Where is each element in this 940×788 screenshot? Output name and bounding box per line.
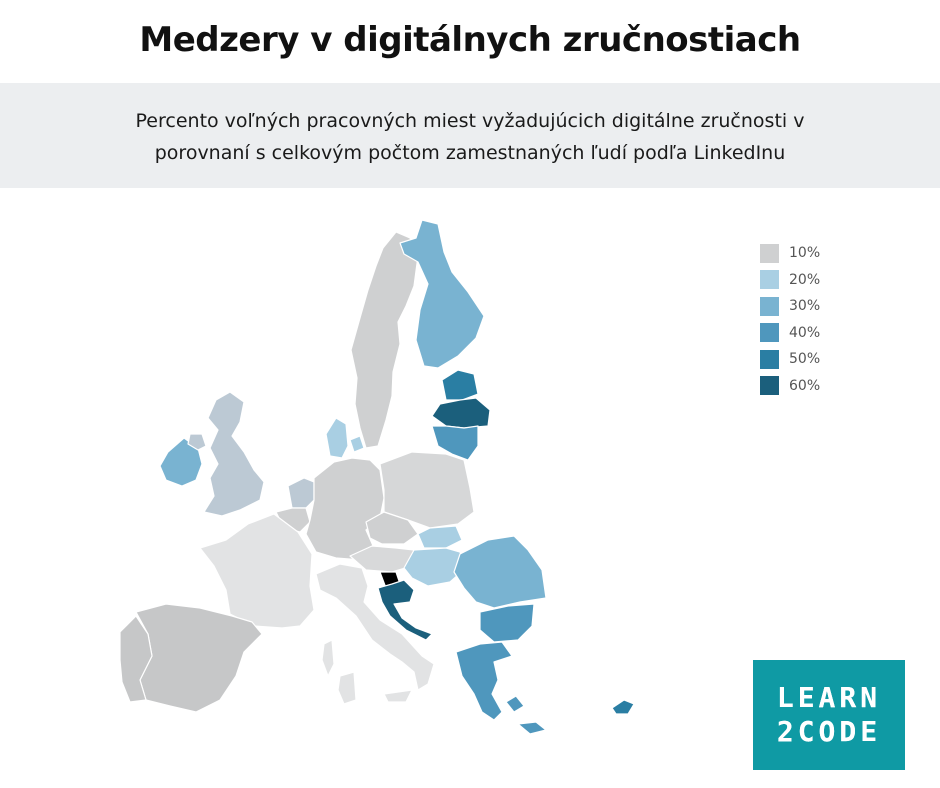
legend-item: 10% [760,240,880,267]
logo-line-2: 2CODE [776,715,882,748]
subtitle-line-2: porovnaní s celkovým počtom zamestnaných… [154,142,786,164]
legend-swatch [760,349,779,369]
legend-label: 60% [789,377,821,394]
region-czechia [365,511,419,545]
legend-swatch [760,323,779,343]
region-estonia [441,369,479,401]
region-bulgaria [479,603,535,643]
region-denmark [325,417,365,459]
region-slovakia [417,525,463,549]
region-corsica [321,639,335,677]
region-croatia [377,579,433,641]
legend-label: 10% [789,245,821,262]
legend-swatch [760,270,779,290]
legend-swatch [760,376,779,396]
legend-label: 20% [789,271,821,288]
subtitle-line-1: Percento voľných pracovných miest vyžadu… [135,110,805,132]
region-sweden [350,231,419,449]
logo-wordmark: LEARN 2CODE [777,681,881,749]
legend-swatch [760,243,779,263]
legend-item: 30% [760,293,880,320]
region-northern-ireland [187,433,207,451]
region-finland [399,219,485,369]
europe-map [119,219,635,735]
region-poland [379,451,475,529]
legend-label: 30% [789,298,821,315]
legend-item: 50% [760,346,880,373]
region-portugal [119,615,153,703]
region-lithuania [431,425,479,461]
legend-label: 50% [789,351,821,368]
region-hungary [403,547,467,587]
subtitle: Percento voľných pracovných miest vyžadu… [60,105,880,169]
map-legend: 10% 20% 30% 40% 50% 60% [760,240,880,399]
region-netherlands [287,477,315,509]
region-spain [135,603,263,713]
legend-swatch [760,296,779,316]
region-latvia [431,397,491,429]
legend-item: 40% [760,320,880,347]
learn2code-logo: LEARN 2CODE [753,660,905,770]
subtitle-band: Percento voľných pracovných miest vyžadu… [0,83,940,188]
legend-item: 60% [760,373,880,400]
region-romania [453,535,547,609]
region-italy [315,563,435,705]
logo-line-1: LEARN [776,681,882,714]
legend-label: 40% [789,324,821,341]
region-germany [305,457,385,561]
region-france [199,513,315,629]
region-greece [455,641,547,735]
page-title: Medzery v digitálnych zručnostiach [139,20,801,60]
region-united-kingdom [203,391,265,517]
legend-item: 20% [760,267,880,294]
region-cyprus [611,699,635,715]
